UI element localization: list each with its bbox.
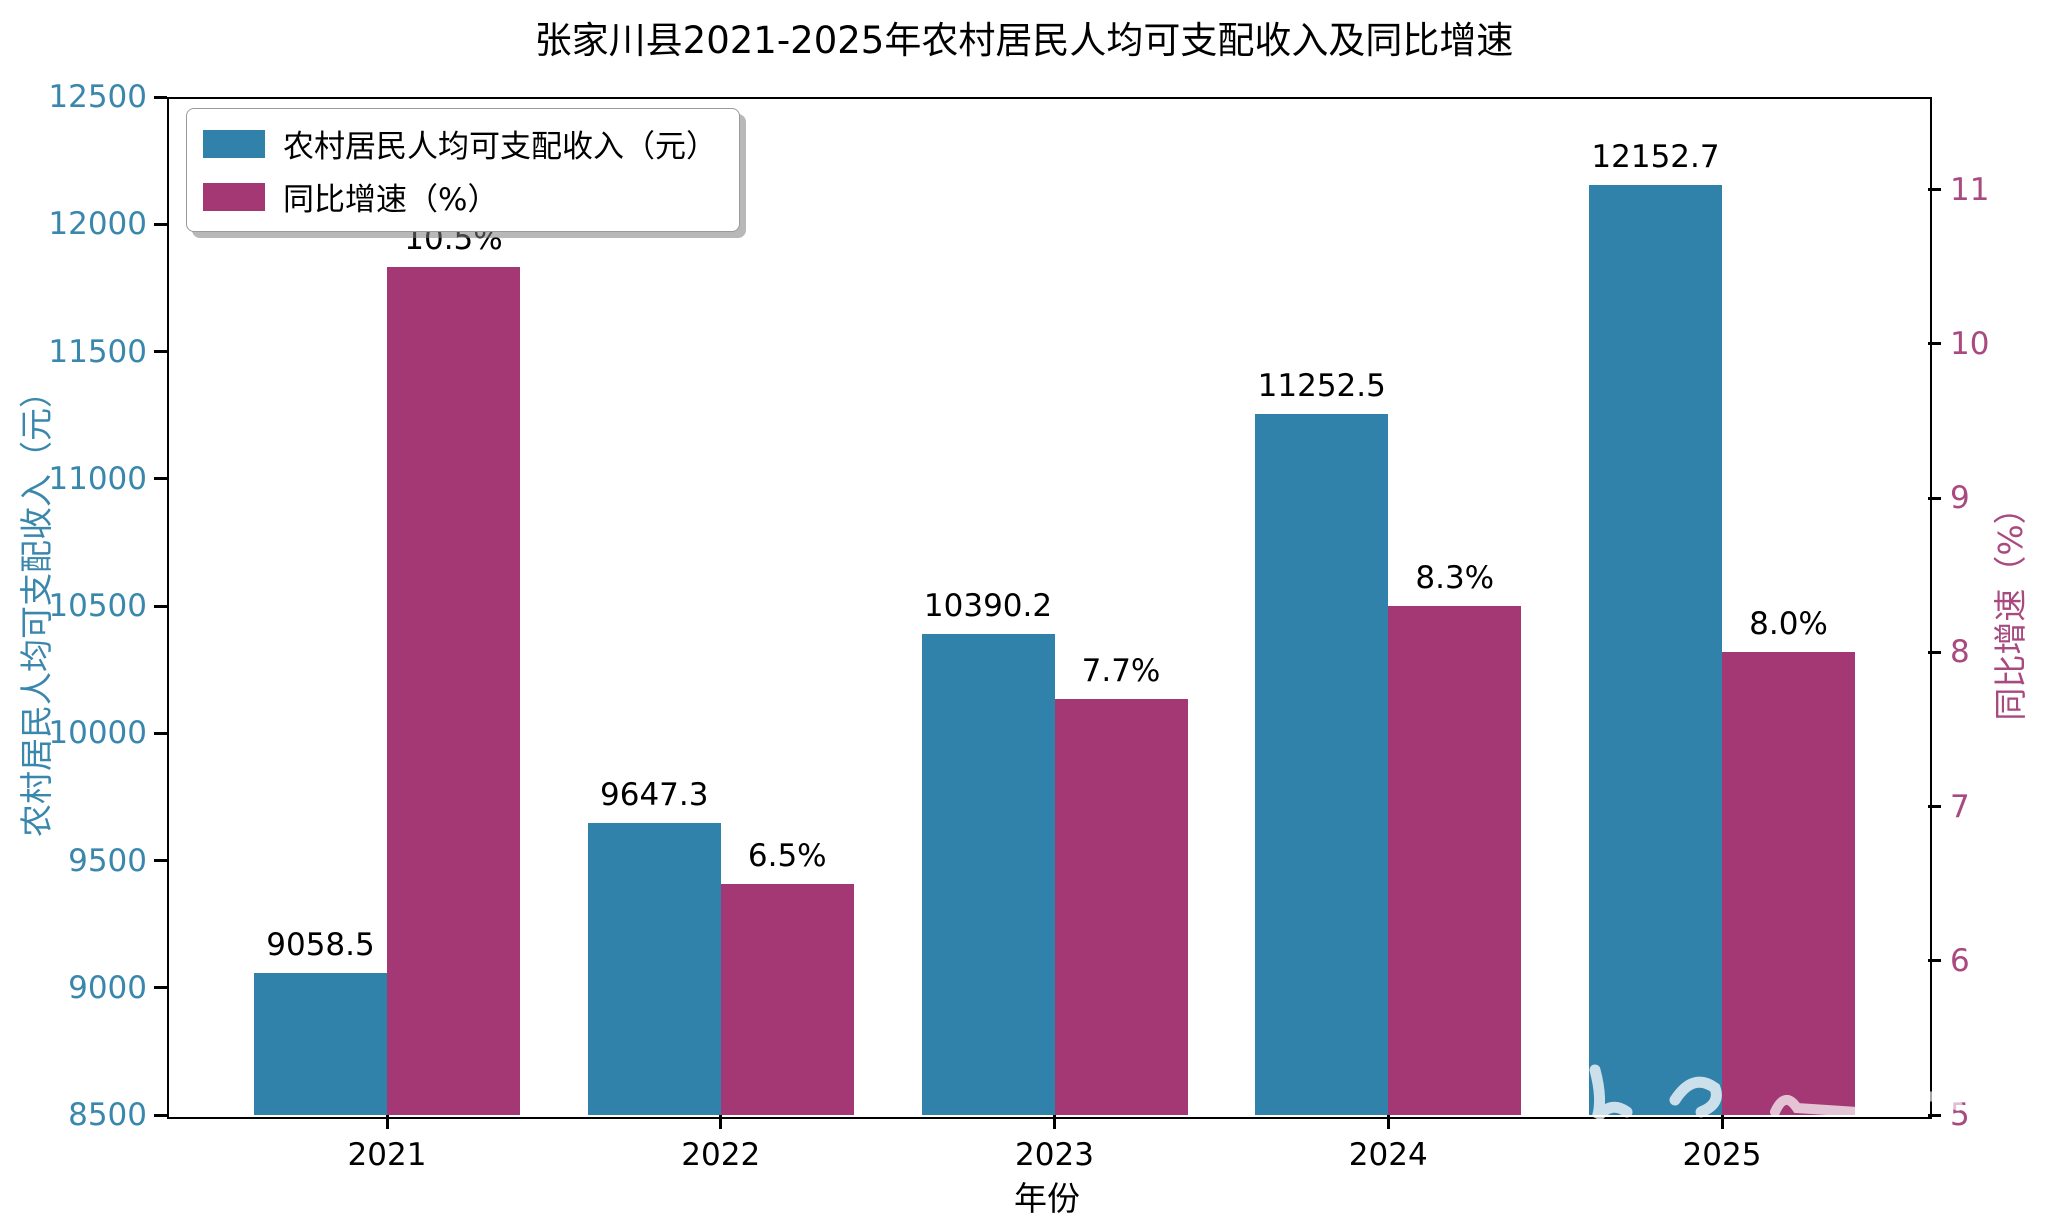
left-tick-label: 12500 (48, 79, 147, 115)
legend-row-growth: 同比增速（%） (203, 174, 717, 219)
legend: 农村居民人均可支配收入（元） 同比增速（%） (186, 108, 740, 232)
left-tick-label: 11500 (48, 333, 147, 370)
right-tick-label: 9 (1950, 480, 1970, 517)
x-tick-label: 2024 (1348, 1137, 1428, 1173)
left-tick-mark (154, 731, 167, 735)
growth-value-label: 7.7% (1081, 652, 1161, 689)
right-tick-label: 10 (1950, 325, 1990, 362)
x-tick-mark (1720, 1115, 1724, 1129)
right-tick-label: 8 (1950, 634, 1970, 671)
growth-value-label: 6.5% (747, 837, 827, 874)
growth-value-label: 8.3% (1415, 560, 1495, 596)
income-bar (254, 972, 387, 1115)
left-tick-label: 12000 (48, 206, 147, 243)
x-tick-label: 2022 (681, 1137, 761, 1173)
income-legend-swatch (203, 129, 265, 158)
right-tick-mark (1928, 805, 1941, 808)
growth-value-label: 8.0% (1749, 606, 1828, 643)
income-bar (1589, 185, 1722, 1115)
income-bar (1255, 414, 1389, 1115)
right-tick-mark (1928, 188, 1941, 192)
growth-bar (1722, 652, 1855, 1115)
left-tick-mark (154, 986, 167, 990)
legend-row-income: 农村居民人均可支配收入（元） (203, 121, 717, 166)
right-tick-mark (1928, 496, 1941, 500)
growth-bar (720, 883, 854, 1115)
right-tick-label: 11 (1950, 171, 1990, 208)
left-tick-mark (154, 1113, 167, 1117)
right-tick-label: 7 (1950, 788, 1970, 825)
left-tick-mark (154, 222, 167, 226)
x-tick-mark (385, 1115, 389, 1129)
growth-bar (1388, 606, 1522, 1115)
right-tick-mark (1928, 650, 1941, 654)
right-tick-mark (1928, 1113, 1941, 1117)
income-value-label: 9647.3 (600, 777, 709, 813)
income-value-label: 11252.5 (1257, 368, 1386, 405)
left-tick-label: 8500 (68, 1097, 147, 1133)
left-tick-label: 10000 (48, 715, 147, 752)
income-value-label: 9058.5 (266, 926, 375, 963)
income-bar (587, 823, 721, 1115)
left-tick-label: 11000 (48, 460, 147, 497)
left-tick-mark (154, 859, 167, 862)
chart-title: 张家川县2021-2025年农村居民人均可支配收入及同比增速 (534, 19, 1514, 62)
right-tick-mark (1928, 959, 1941, 963)
growth-bar (387, 266, 520, 1115)
x-tick-label: 2025 (1682, 1137, 1762, 1173)
x-tick-label: 2021 (347, 1137, 427, 1173)
left-tick-mark (154, 477, 167, 481)
left-tick-label: 9500 (68, 842, 147, 879)
growth-legend-label: 同比增速（%） (283, 182, 499, 218)
right-tick-label: 6 (1950, 942, 1970, 979)
growth-legend-swatch (203, 182, 265, 211)
income-bar (921, 633, 1055, 1115)
income-value-label: 12152.7 (1591, 139, 1720, 176)
left-tick-mark (154, 350, 167, 353)
income-legend-label: 农村居民人均可支配收入（元） (283, 129, 717, 165)
right-tick-label: 5 (1950, 1097, 1970, 1133)
income-value-label: 10390.2 (923, 587, 1053, 624)
x-tick-mark (1053, 1115, 1056, 1129)
growth-bar (1054, 698, 1188, 1115)
right-y-axis-label: 同比增速（%） (1991, 491, 2030, 721)
right-tick-mark (1928, 342, 1941, 346)
left-tick-mark (154, 95, 167, 99)
left-tick-label: 10500 (48, 588, 147, 624)
x-tick-mark (719, 1115, 723, 1129)
x-tick-label: 2023 (1015, 1137, 1094, 1173)
x-axis-label: 年份 (1014, 1179, 1080, 1218)
left-tick-mark (154, 604, 167, 608)
left-tick-label: 9000 (68, 969, 147, 1006)
x-tick-mark (1386, 1115, 1390, 1129)
